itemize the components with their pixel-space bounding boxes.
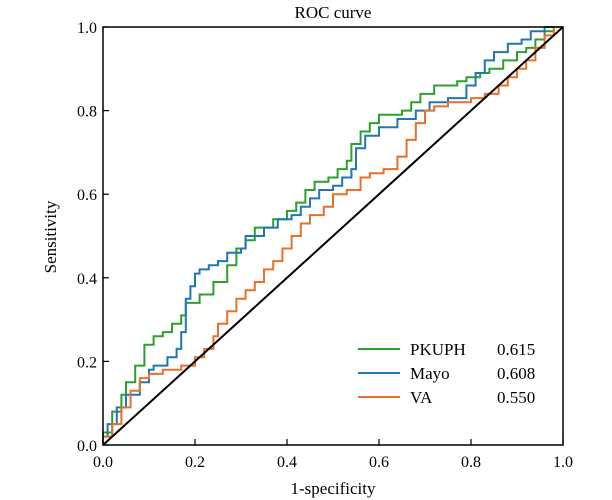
x-tick-label: 0.0 [93,454,113,471]
legend-label-va: VA [410,388,433,407]
roc-line-mayo [102,26,563,445]
x-tick-label: 0.4 [277,454,297,471]
legend-auc-va: 0.550 [497,388,535,407]
y-tick-label: 0.8 [77,104,97,121]
y-tick-label: 0.2 [77,354,97,371]
legend-auc-mayo: 0.608 [497,364,535,383]
y-axis: 0.0 0.2 0.4 0.6 0.8 1.0 [77,20,109,455]
legend-label-mayo: Mayo [410,364,450,383]
roc-line-pkuph [102,26,563,445]
legend-auc-pkuph: 0.615 [497,340,535,359]
x-tick-label: 0.2 [185,454,205,471]
roc-line-va [102,26,563,445]
chart-title: ROC curve [295,3,372,22]
series-layer [102,26,563,445]
y-axis-label: Sensitivity [41,200,60,273]
x-tick-label: 0.6 [369,454,389,471]
chance-diagonal-line [102,26,564,446]
legend-label-pkuph: PKUPH [410,340,466,359]
legend: PKUPH 0.615 Mayo 0.608 VA 0.550 [358,340,535,407]
y-tick-label: 0.0 [77,438,97,455]
y-tick-label: 0.6 [77,187,97,204]
y-tick-label: 0.4 [77,271,97,288]
x-axis: 0.0 0.2 0.4 0.6 0.8 1.0 [93,439,573,471]
y-tick-label: 1.0 [77,20,97,37]
x-tick-label: 1.0 [553,454,573,471]
x-axis-label: 1-specificity [291,479,376,498]
plot-frame [102,26,564,446]
x-tick-label: 0.8 [461,454,481,471]
